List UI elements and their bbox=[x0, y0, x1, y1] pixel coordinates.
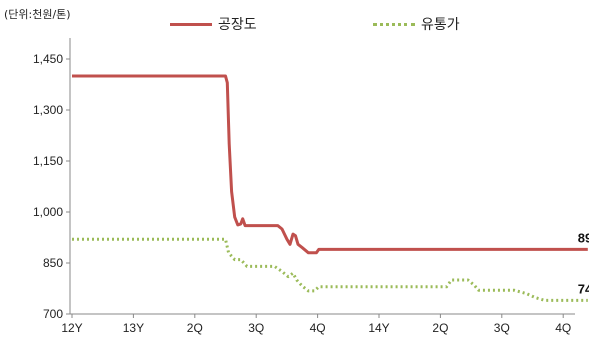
series-line-factory bbox=[72, 74, 588, 255]
unit-label: (단위:천원/톤) bbox=[4, 8, 71, 21]
x-tick-label: 3Q bbox=[494, 321, 510, 335]
legend-swatch-factory bbox=[170, 22, 212, 26]
y-tick-label: 1,300 bbox=[33, 103, 63, 117]
x-tick-label: 2Q bbox=[432, 321, 448, 335]
x-tick-label: 14Y bbox=[368, 321, 389, 335]
y-tick-label: 700 bbox=[43, 307, 63, 321]
legend-swatch-distributor bbox=[373, 22, 415, 26]
end-label-distributor: 740 bbox=[578, 281, 589, 296]
x-tick-label: 4Q bbox=[555, 321, 571, 335]
legend-item-distributor: 유통가 bbox=[373, 14, 460, 34]
y-tick-label: 1,000 bbox=[33, 205, 63, 219]
x-tick-label: 3Q bbox=[248, 321, 264, 335]
legend-label-factory: 공장도 bbox=[218, 17, 257, 33]
x-tick-label: 12Y bbox=[61, 321, 82, 335]
end-label-factory: 890 bbox=[578, 230, 589, 245]
series-line-distributor bbox=[72, 237, 588, 302]
legend-label-distributor: 유통가 bbox=[421, 17, 460, 33]
x-tick-label: 2Q bbox=[187, 321, 203, 335]
x-tick-label: 13Y bbox=[123, 321, 144, 335]
y-tick-label: 850 bbox=[43, 256, 63, 270]
y-tick-label: 1,450 bbox=[33, 52, 63, 66]
legend-item-factory: 공장도 bbox=[170, 14, 257, 34]
y-tick-label: 1,150 bbox=[33, 154, 63, 168]
x-tick-label: 4Q bbox=[310, 321, 326, 335]
